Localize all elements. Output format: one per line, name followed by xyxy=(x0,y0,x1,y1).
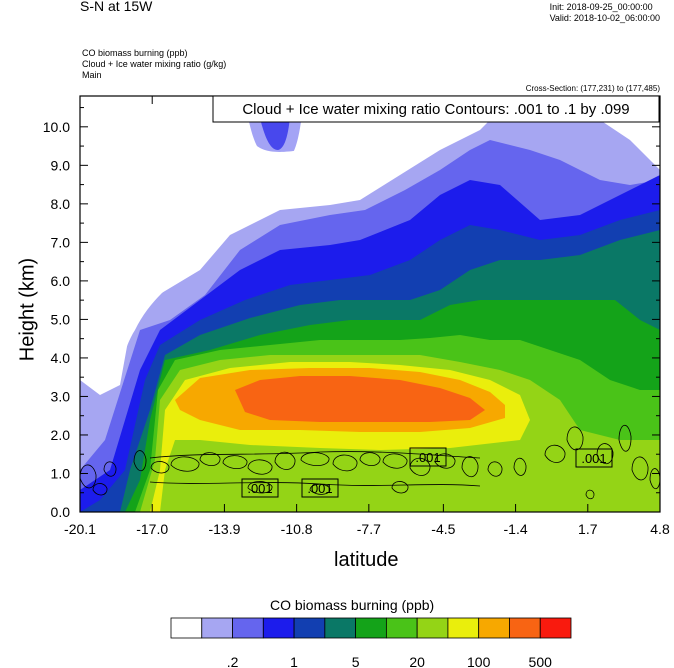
plot-title: S-N at 15W xyxy=(80,0,153,14)
contour-banner: Cloud + Ice water mixing ratio Contours:… xyxy=(212,95,660,123)
banner-box xyxy=(212,95,660,123)
cloud-contour-23 xyxy=(631,456,649,481)
cloud-contour-15 xyxy=(434,453,456,469)
contour-label: .001 xyxy=(307,481,332,496)
x-tick-label: -7.7 xyxy=(357,521,381,537)
y-tick-label: 1.0 xyxy=(51,465,71,481)
colorbar-swatch xyxy=(170,617,203,639)
cloud-contour-19 xyxy=(544,444,566,463)
colorbar-tick-label: 100 xyxy=(467,654,491,668)
valid-time: Valid: 2018-10-02_06:00:00 xyxy=(549,13,660,23)
contour-label-box xyxy=(241,478,279,498)
y-tick-label: 4.0 xyxy=(51,350,71,366)
contour-label-box xyxy=(409,447,447,467)
colorbar-swatch xyxy=(385,617,418,639)
y-tick-label: 3.0 xyxy=(51,388,71,404)
x-tick-label: -20.1 xyxy=(64,521,96,537)
colorbar-swatch xyxy=(478,617,510,639)
cross-section-label: Cross-Section: (177,231) to (177,485) xyxy=(525,84,660,93)
cloud-contour-9 xyxy=(274,451,296,470)
colorbar: .2 1 5 20 100 500 xyxy=(170,617,572,668)
filled-contours xyxy=(80,96,660,512)
colorbar-swatch xyxy=(262,617,295,639)
cloud-contour-25 xyxy=(92,483,108,496)
y-tick-label: 6.0 xyxy=(51,273,71,289)
cloud-contour-2 xyxy=(103,461,117,477)
colorbar-tick-label: 5 xyxy=(352,654,360,668)
x-tick-label: -13.9 xyxy=(208,521,240,537)
y-tick-label: 9.0 xyxy=(51,157,71,173)
x-tick-label: -10.8 xyxy=(281,521,313,537)
cloud-contour-22 xyxy=(618,424,632,452)
x-tick-label: 4.8 xyxy=(650,521,670,537)
cloud-contour-7 xyxy=(222,455,248,469)
contour-label-box xyxy=(301,478,339,498)
colorbar-tick-label: .2 xyxy=(227,654,239,668)
cloud-contour-13 xyxy=(382,453,408,469)
contour-label-box xyxy=(575,448,613,468)
colorbar-title: CO biomass burning (ppb) xyxy=(270,597,435,613)
colorbar-swatch xyxy=(539,617,572,639)
cloud-contour-6 xyxy=(199,452,221,466)
colorbar-swatch xyxy=(509,617,541,639)
colorbar-swatch xyxy=(324,617,357,639)
field-main: Main xyxy=(82,70,102,80)
cloud-contour-3 xyxy=(133,450,147,471)
y-tick-label: 7.0 xyxy=(51,234,71,250)
axes: -20.1 -17.0 -13.9 -10.8 -7.7 -4.5 -1.4 1.7 4.8 0.… xyxy=(43,96,670,537)
cloud-contour-29 xyxy=(585,489,595,500)
cloud-contour-20 xyxy=(566,426,584,451)
cloud-contour-11 xyxy=(332,454,358,472)
colorbar-swatch xyxy=(293,617,326,639)
cloud-contour-28 xyxy=(391,481,409,494)
colorbar-tick-label: 500 xyxy=(529,654,553,668)
banner-text: Cloud + Ice water mixing ratio Contours:… xyxy=(242,101,629,118)
cloud-contour-4 xyxy=(150,461,170,474)
x-tick-label: 1.7 xyxy=(578,521,598,537)
time-info: Init: 2018-09-25_00:00:00 Valid: 2018-10… xyxy=(550,2,660,24)
colorbar-tick-label: 1 xyxy=(290,654,298,668)
cloud-contour-8 xyxy=(247,459,273,475)
cloud-contour-5 xyxy=(170,456,200,472)
clear-region xyxy=(80,96,500,390)
field-info: CO biomass burning (ppb) Cloud + Ice wat… xyxy=(82,48,226,81)
contour-label: .001 xyxy=(415,450,440,465)
colorbar-swatch xyxy=(447,617,480,639)
contour-labels: .001 .001 .001 .001 xyxy=(241,447,613,498)
cloud-contour-18 xyxy=(513,457,527,476)
y-tick-label: 0.0 xyxy=(51,504,71,520)
cloud-contour-band-bottom xyxy=(149,481,481,487)
cloud-contour-band-top xyxy=(149,451,481,459)
y-tick-label: 10.0 xyxy=(43,119,70,135)
y-axis-label: Height (km) xyxy=(16,257,39,362)
colorbar-tick-label: 20 xyxy=(409,654,425,668)
cloud-contour-1 xyxy=(79,464,97,489)
y-tick-label: 5.0 xyxy=(51,311,71,327)
field-co: CO biomass burning (ppb) xyxy=(82,48,188,58)
colorbar-swatch xyxy=(201,617,233,639)
x-tick-label: -17.0 xyxy=(136,521,168,537)
cloud-contour-12 xyxy=(359,452,381,466)
cloud-contour-21 xyxy=(596,443,614,464)
contour-label: .001 xyxy=(581,451,606,466)
cloud-contour-27 xyxy=(309,483,331,495)
contour-label: .001 xyxy=(247,481,272,496)
y-tick-label: 8.0 xyxy=(51,196,71,212)
x-tick-label: -4.5 xyxy=(431,521,455,537)
field-cloud: Cloud + Ice water mixing ratio (g/kg) xyxy=(82,59,227,69)
y-tick-label: 2.0 xyxy=(51,427,71,443)
cloud-contour-10 xyxy=(300,452,330,466)
cloud-contour-17 xyxy=(487,461,503,477)
fill-level-11 xyxy=(235,376,485,422)
cloud-contour-16 xyxy=(461,456,479,477)
x-tick-label: -1.4 xyxy=(504,521,528,537)
init-time: Init: 2018-09-25_00:00:00 xyxy=(549,2,653,12)
colorbar-swatch xyxy=(416,617,449,639)
colorbar-swatch xyxy=(232,617,264,639)
x-axis-label: latitude xyxy=(334,549,399,571)
colorbar-swatch xyxy=(355,617,387,639)
